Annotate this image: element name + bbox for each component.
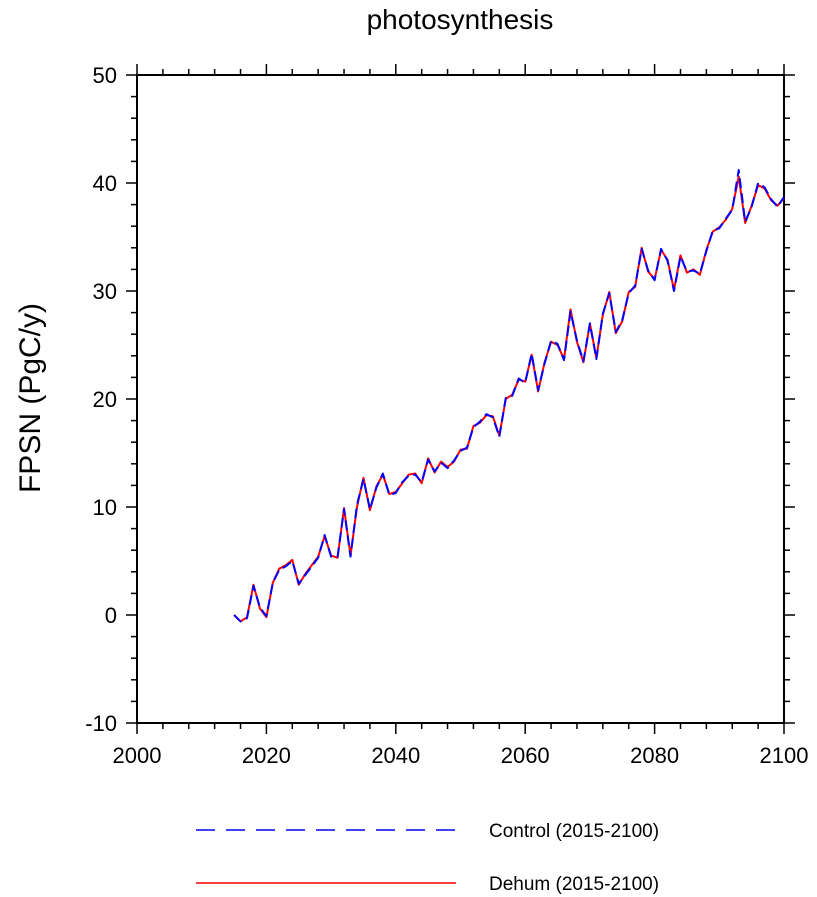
x-tick-label: 2040 — [371, 743, 420, 768]
series-layer — [233, 169, 785, 623]
y-tick-label: 0 — [105, 603, 117, 628]
axis-tick-labels: 2000 2020 2040 2060 2080 2100 -10 0 10 20 30 40 50 — [85, 63, 808, 768]
x-tick-label: 2060 — [501, 743, 550, 768]
legend: Control (2015-2100) Dehum (2015-2100) — [196, 821, 659, 895]
legend-label-dehum: Dehum (2015-2100) — [489, 874, 659, 895]
x-tick-label: 2020 — [242, 743, 291, 768]
y-tick-label: 30 — [93, 279, 117, 304]
y-axis-label: FPSN (PgC/y) — [14, 303, 47, 493]
x-tick-label: 2000 — [113, 743, 162, 768]
legend-label-control: Control (2015-2100) — [489, 821, 659, 842]
y-tick-label: 50 — [93, 63, 117, 88]
series-line-control — [233, 169, 785, 623]
y-tick-label: 40 — [93, 171, 117, 196]
y-tick-label: 10 — [93, 495, 117, 520]
y-tick-label: -10 — [85, 711, 117, 736]
plot-frame — [136, 74, 785, 724]
x-tick-label: 2080 — [630, 743, 679, 768]
axis-ticks — [126, 64, 795, 734]
series-line-dehum — [233, 175, 785, 623]
chart-title: photosynthesis — [367, 4, 554, 35]
y-tick-label: 20 — [93, 387, 117, 412]
x-tick-label: 2100 — [760, 743, 809, 768]
